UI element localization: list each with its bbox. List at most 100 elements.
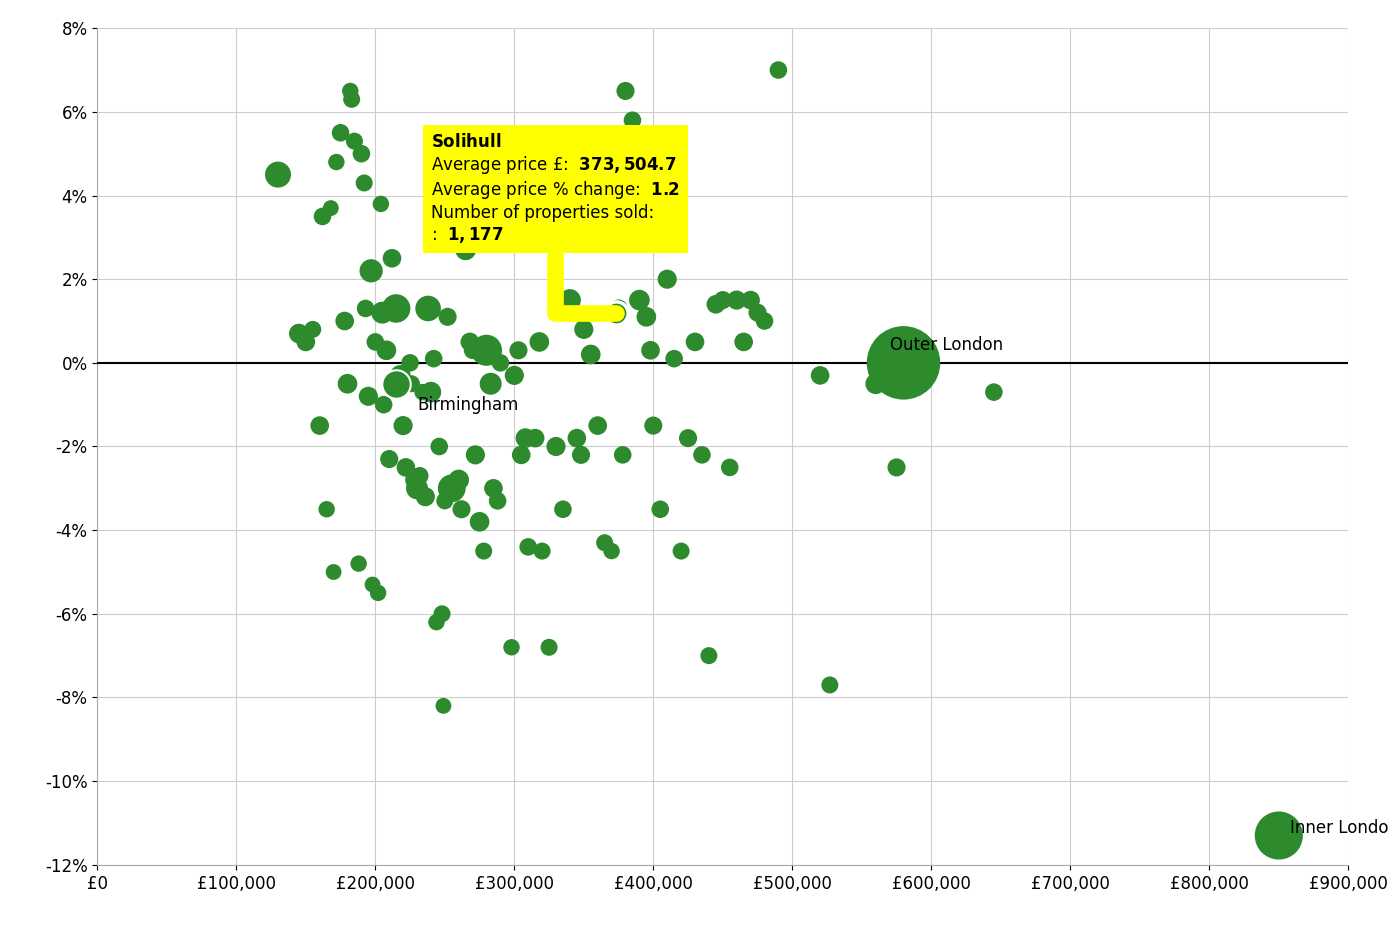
Point [385, 376, 407, 391]
Point [309, 418, 331, 433]
Point [528, 335, 550, 350]
Point [489, 355, 512, 370]
Point [267, 167, 289, 182]
Point [614, 84, 637, 99]
Point [486, 494, 509, 509]
Point [381, 251, 403, 266]
Point [865, 376, 887, 391]
Point [448, 473, 470, 488]
Point [320, 200, 342, 215]
Point [441, 480, 463, 495]
Point [552, 502, 574, 517]
Point [621, 113, 644, 128]
Point [580, 347, 602, 362]
Point [354, 301, 377, 316]
Point [316, 502, 338, 517]
Point [357, 389, 379, 404]
Point [545, 439, 567, 454]
Point [399, 355, 421, 370]
Point [395, 460, 417, 475]
Point [389, 368, 411, 383]
Point [705, 297, 727, 312]
Point [436, 309, 459, 324]
Point [428, 439, 450, 454]
Point [691, 447, 713, 462]
Text: $\mathbf{Solihull}$
Average price £:  $\mathbf{373,504.7}$
Average price % chang: $\mathbf{Solihull}$ Average price £: $\m… [431, 133, 680, 313]
Point [295, 335, 317, 350]
Point [566, 431, 588, 446]
Point [406, 480, 428, 495]
Point [677, 431, 699, 446]
Point [480, 376, 502, 391]
Point [461, 343, 484, 358]
Point [628, 292, 651, 307]
Point [361, 577, 384, 592]
Point [378, 451, 400, 466]
Point [434, 494, 456, 509]
Point [311, 209, 334, 224]
Point [600, 543, 623, 558]
Point [500, 640, 523, 655]
Point [514, 431, 537, 446]
Point [400, 376, 423, 391]
Point [392, 418, 414, 433]
Point [503, 368, 525, 383]
Point [753, 313, 776, 328]
Point [767, 62, 790, 77]
Point [809, 368, 831, 383]
Point [1268, 828, 1290, 843]
Point [587, 418, 609, 433]
Point [455, 243, 477, 258]
Point [371, 306, 393, 321]
Point [385, 301, 407, 316]
Point [343, 133, 366, 149]
Point [538, 640, 560, 655]
Point [570, 447, 592, 462]
Point [719, 460, 741, 475]
Point [364, 335, 386, 350]
Point [329, 125, 352, 140]
Point [698, 649, 720, 664]
Text: Outer London: Outer London [890, 337, 1002, 354]
Point [370, 196, 392, 212]
Point [373, 397, 395, 412]
Point [607, 301, 630, 316]
Point [885, 460, 908, 475]
Point [322, 564, 345, 579]
Point [302, 321, 324, 337]
Point [431, 606, 453, 621]
Point [635, 309, 657, 324]
Point [325, 154, 348, 169]
Point [531, 543, 553, 558]
Point [656, 272, 678, 287]
Point [350, 146, 373, 161]
Point [423, 352, 445, 367]
Point [482, 480, 505, 495]
Point [606, 306, 628, 321]
Point [417, 301, 439, 316]
Point [464, 447, 486, 462]
Point [642, 418, 664, 433]
Point [336, 376, 359, 391]
Point [432, 698, 455, 713]
Point [339, 84, 361, 99]
Point [348, 556, 370, 572]
Point [573, 321, 595, 337]
Point [420, 384, 442, 400]
Point [409, 468, 431, 483]
Point [517, 540, 539, 555]
Point [594, 535, 616, 550]
Point [524, 431, 546, 446]
Text: Inner London: Inner London [1290, 819, 1390, 837]
Point [712, 292, 734, 307]
Point [733, 335, 755, 350]
Point [507, 343, 530, 358]
Point [459, 335, 481, 350]
Point [375, 343, 398, 358]
Point [414, 489, 436, 504]
Point [819, 678, 841, 693]
Point [983, 384, 1005, 400]
Point [411, 384, 434, 400]
Point [334, 313, 356, 328]
Point [450, 502, 473, 517]
